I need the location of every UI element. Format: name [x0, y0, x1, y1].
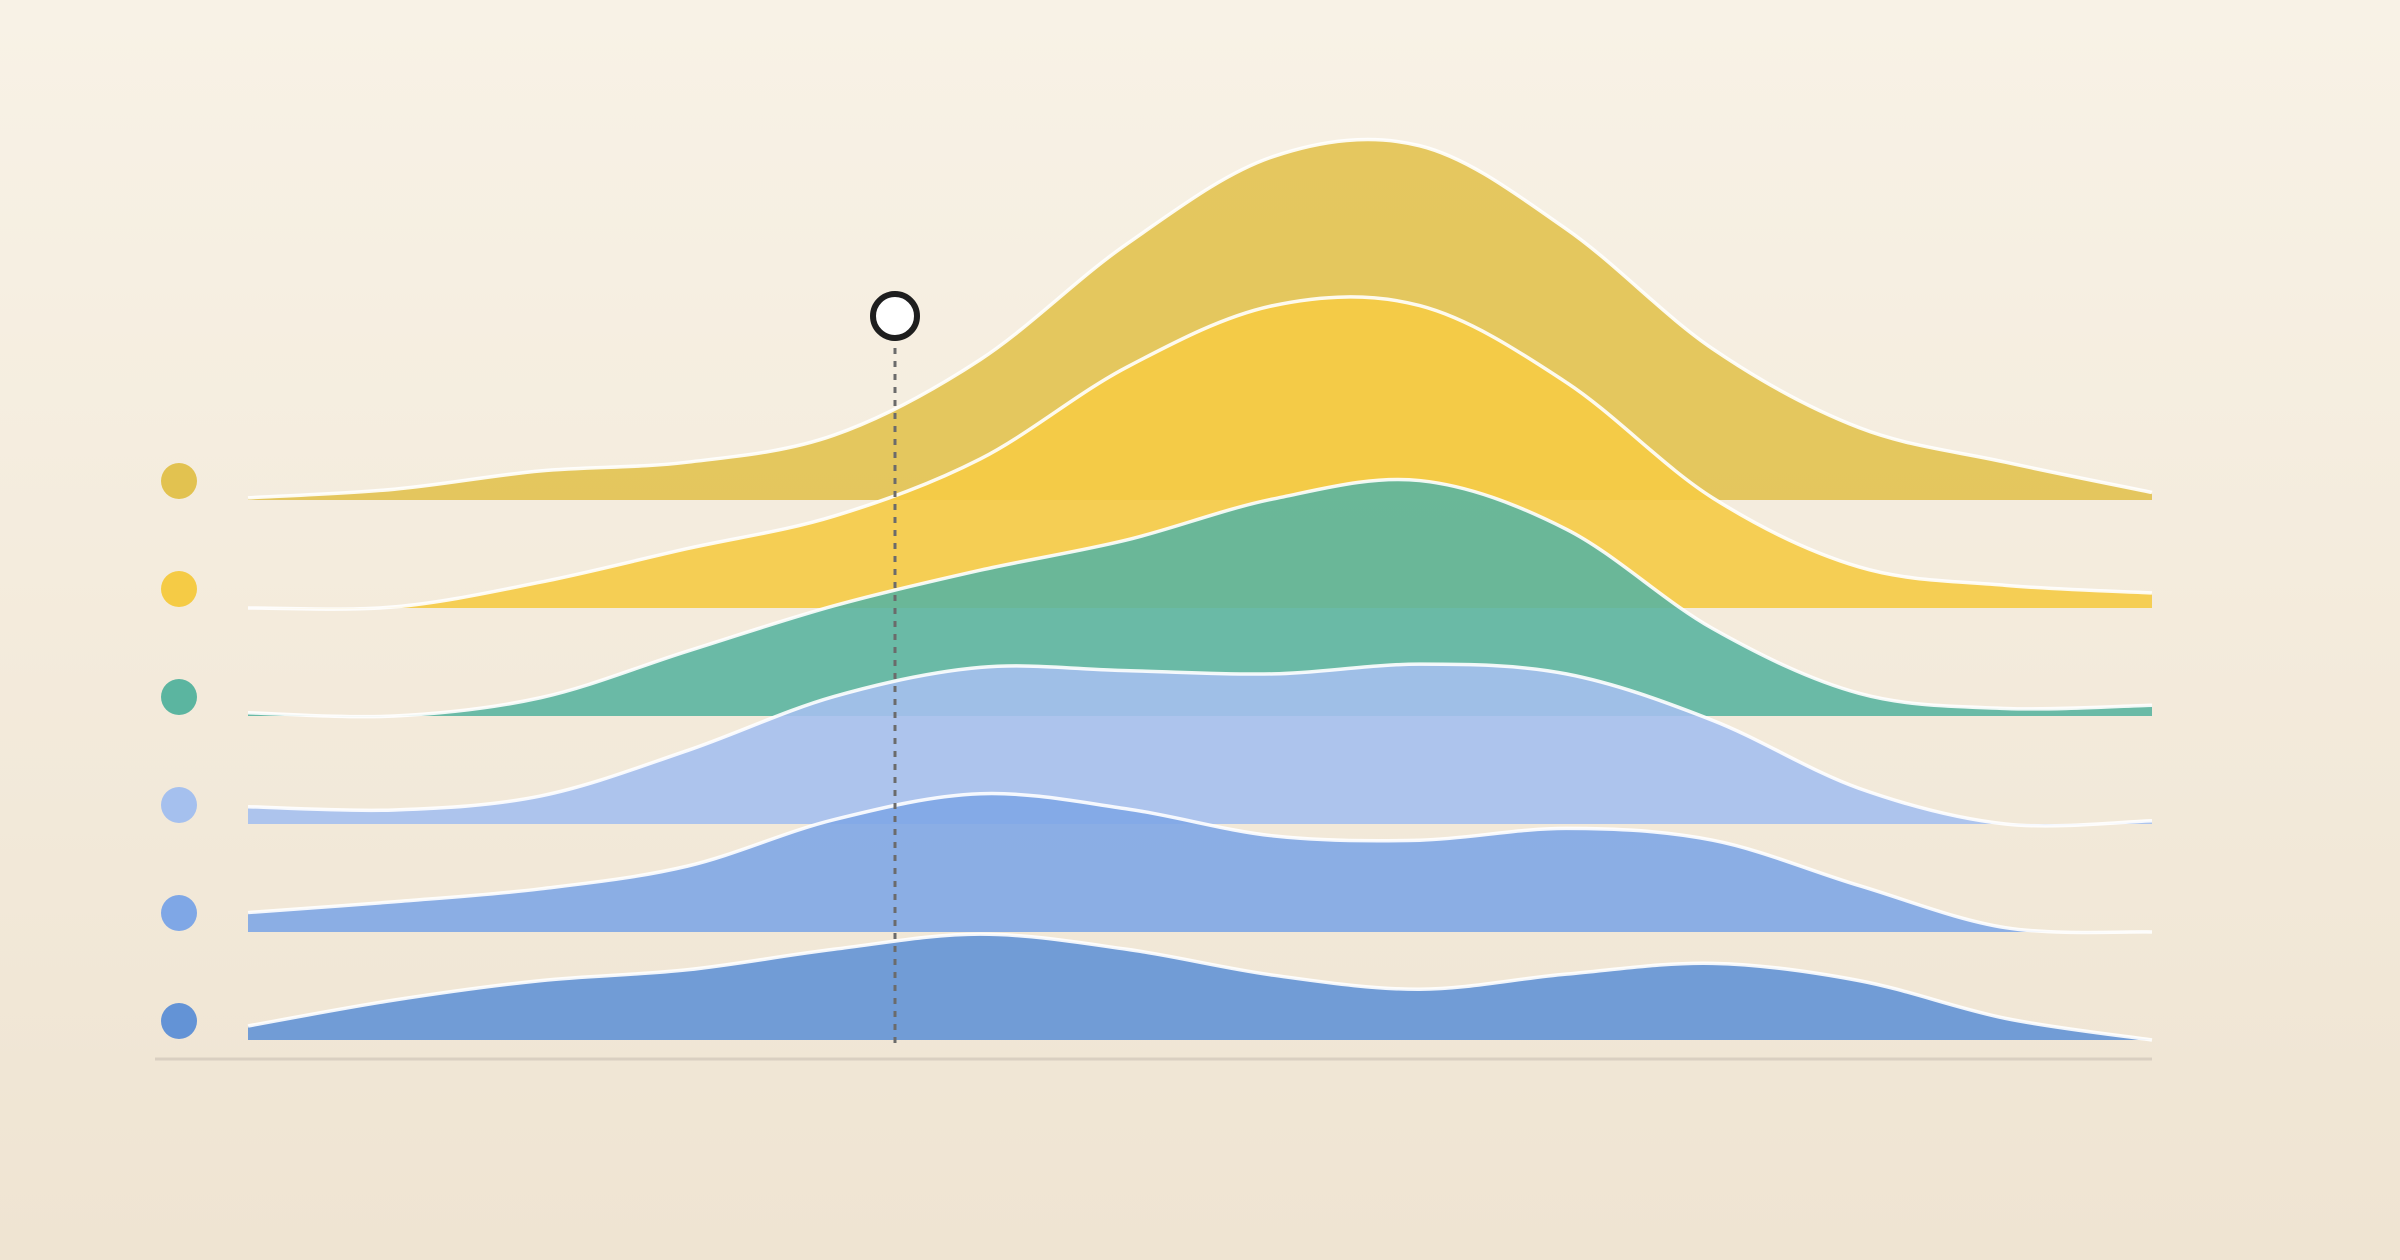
- legend-dot: [161, 679, 197, 715]
- ridge-line: [247, 295, 2153, 611]
- legend-dot: [161, 895, 197, 931]
- ridge-area: [248, 664, 2152, 826]
- ridge-area: [248, 139, 2152, 500]
- ridge-line: [247, 137, 2153, 500]
- ridge-area: [248, 793, 2152, 933]
- ridge-area: [248, 296, 2152, 610]
- legend-dot: [161, 571, 197, 607]
- ridge-area: [248, 479, 2152, 717]
- hover-marker[interactable]: [870, 291, 920, 341]
- ridges: [247, 137, 2153, 1042]
- legend-dot: [161, 463, 197, 499]
- ridge-line: [247, 662, 2153, 828]
- legend-dot: [161, 1003, 197, 1039]
- ridge-line: [247, 791, 2153, 935]
- ridge-line: [247, 477, 2153, 719]
- legend-dot: [161, 787, 197, 823]
- ridge-line: [247, 932, 2153, 1042]
- ridge-area: [248, 934, 2152, 1040]
